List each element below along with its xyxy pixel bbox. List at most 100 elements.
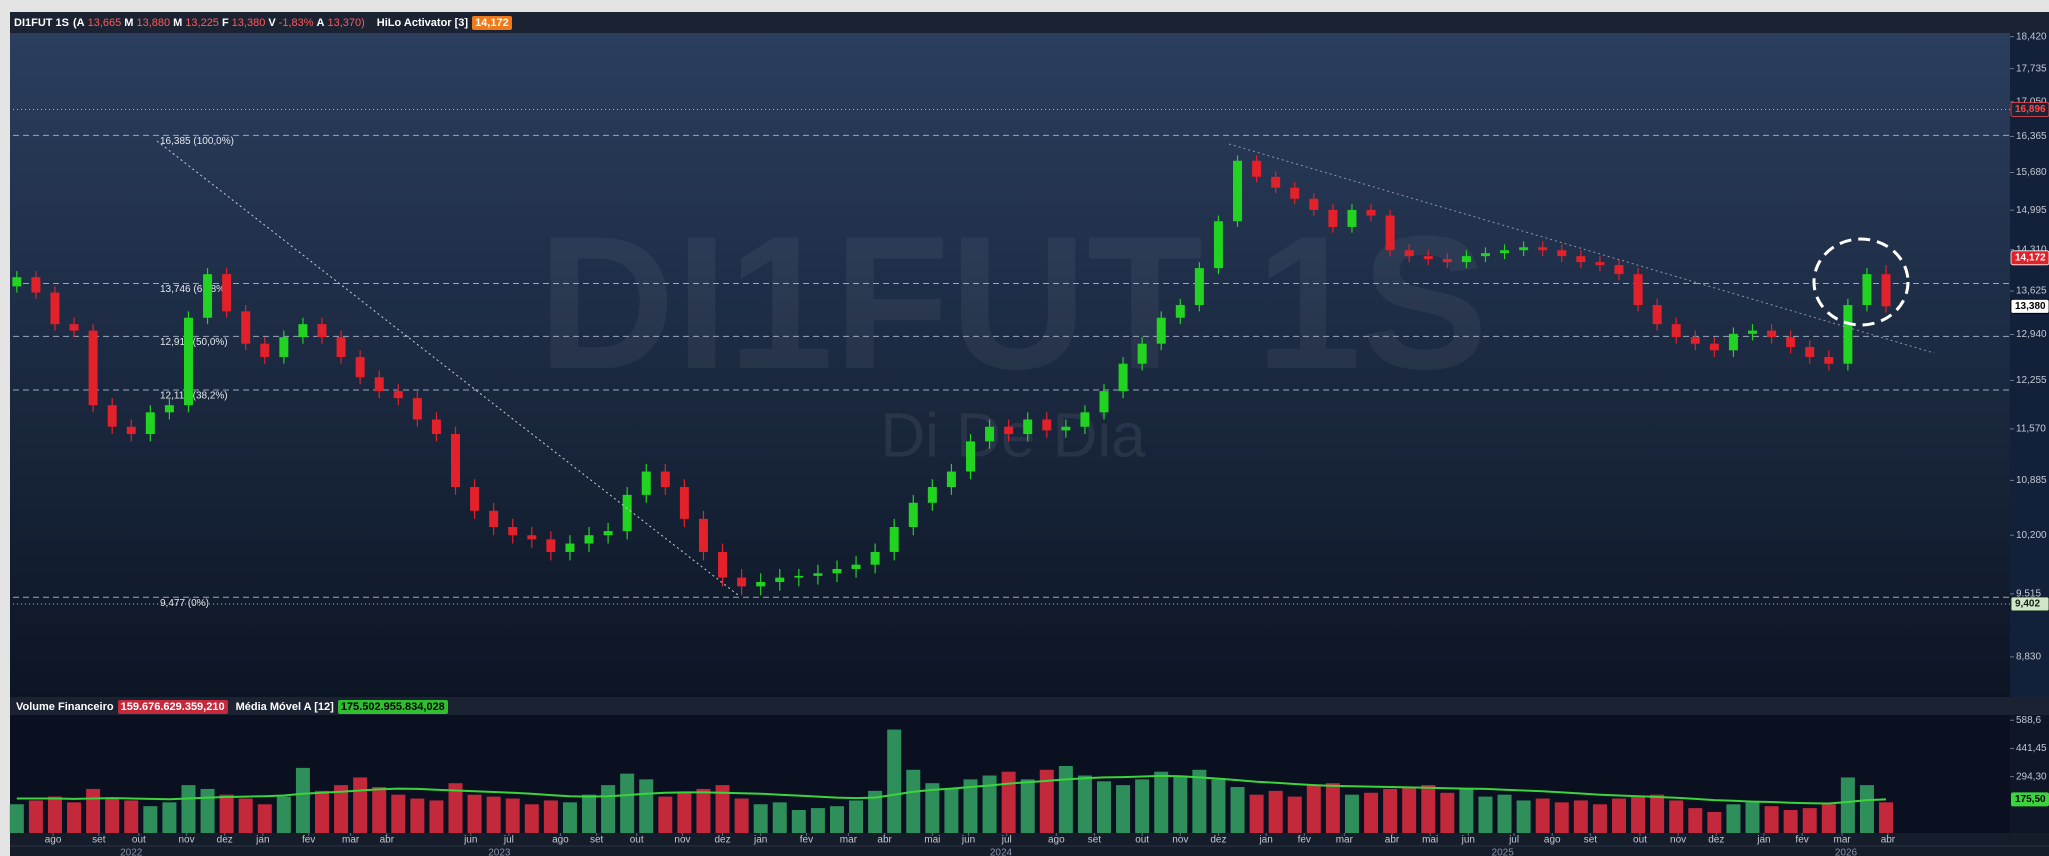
volume-bar xyxy=(1001,771,1016,833)
volume-bar xyxy=(1592,804,1607,833)
volume-bar xyxy=(105,798,120,833)
volume-bar xyxy=(9,804,24,833)
y-tick-label: 10,200 xyxy=(2016,530,2047,541)
volume-bar xyxy=(448,783,463,833)
x-tick-label: mai xyxy=(924,835,940,846)
candle-body xyxy=(183,317,193,406)
x-tick-label: mar xyxy=(342,835,360,846)
x-tick-label: nov xyxy=(1172,835,1188,846)
candle-body xyxy=(1652,305,1662,325)
x-tick-label: jan xyxy=(1258,835,1272,846)
quote-letter: M xyxy=(124,16,134,29)
highlight-circle xyxy=(1812,237,1910,327)
volume-title: Volume Financeiro xyxy=(16,700,114,713)
quote: (A 13,665 M 13,880 M 13,225 F 13,380 V -1,83% A 13,… xyxy=(73,17,365,29)
candle-body xyxy=(107,405,117,427)
price-axis-panel xyxy=(2010,33,2049,697)
x-tick-label: jul xyxy=(1508,835,1519,846)
candle-body xyxy=(470,487,480,511)
volume-bar xyxy=(238,798,253,833)
volume-bar xyxy=(1135,779,1150,833)
y-tick-label: 18,420 xyxy=(2016,31,2047,42)
x-tick-label: abr xyxy=(1385,835,1400,846)
candle-body xyxy=(203,274,213,318)
volume-bar xyxy=(887,729,902,833)
candle-body xyxy=(1309,198,1319,210)
x-tick-label: fev xyxy=(302,835,315,846)
volume-bar xyxy=(829,806,844,833)
volume-bar xyxy=(562,802,577,833)
price-tag-label: 9,402 xyxy=(2015,599,2040,610)
candle-body xyxy=(1728,333,1738,351)
candle-body xyxy=(1748,330,1758,334)
volume-bar xyxy=(486,796,501,833)
volume-bar xyxy=(181,785,196,833)
x-tick-label: dez xyxy=(217,835,233,846)
volume-bar xyxy=(314,790,329,833)
volume-bar xyxy=(1745,802,1760,833)
fib-label: 13,746 (61,8%) xyxy=(160,284,228,295)
volume-axis-panel xyxy=(2010,715,2049,833)
volume-bar xyxy=(1116,785,1131,833)
volume-bar xyxy=(429,800,444,833)
x-tick-label: abr xyxy=(380,835,395,846)
volume-bar xyxy=(1764,806,1779,833)
candle-body xyxy=(1156,317,1166,344)
volume-bar xyxy=(677,792,692,833)
candle-body xyxy=(1118,363,1128,392)
ma-value: 175.502.955.834,028 xyxy=(337,699,448,714)
y-tick-label: 11,570 xyxy=(2016,424,2046,435)
volume-bar xyxy=(1840,777,1855,833)
volume-bar xyxy=(963,779,978,833)
x-tick-label: mar xyxy=(1834,835,1852,846)
x-tick-label: mar xyxy=(1336,835,1354,846)
volume-bar xyxy=(219,794,234,833)
candle-body xyxy=(889,526,899,552)
year-label: 2025 xyxy=(1492,848,1515,856)
x-tick-label: dez xyxy=(1708,835,1724,846)
volume-bar xyxy=(849,800,864,833)
volume-bar xyxy=(124,800,139,833)
volume-bar xyxy=(1306,785,1321,833)
candle-body xyxy=(1690,337,1700,344)
candle-body xyxy=(508,526,518,536)
x-tick-label: set xyxy=(590,835,604,846)
candle-body xyxy=(1366,209,1376,216)
volume-bar xyxy=(295,767,310,833)
volume-bar xyxy=(276,796,291,833)
quote-letter: V xyxy=(268,16,276,29)
x-tick-label: ago xyxy=(1544,835,1561,846)
indicator-value: 14,172 xyxy=(472,15,512,30)
candle-body xyxy=(1385,215,1395,251)
candle-body xyxy=(1576,256,1586,263)
indicator-name: HiLo Activator [3] xyxy=(376,16,469,29)
volume-bar xyxy=(1669,800,1684,833)
volume-bar xyxy=(734,798,749,833)
volume-bar xyxy=(791,810,806,833)
candle-body xyxy=(1213,221,1223,269)
x-tick-label: jan xyxy=(255,835,269,846)
candle-body xyxy=(908,502,918,527)
ma-title: Média Móvel A [12] xyxy=(235,700,334,713)
x-tick-label: ago xyxy=(1048,835,1065,846)
price-tag-box xyxy=(2010,102,2049,117)
volume-bar xyxy=(1821,804,1836,833)
quote-value: 13,665 xyxy=(87,16,122,29)
volume-bar xyxy=(143,806,158,833)
volume-bar xyxy=(372,787,387,833)
year-label: 2023 xyxy=(488,848,511,856)
volume-bar xyxy=(1650,794,1665,833)
volume-bar xyxy=(410,798,425,833)
candle-body xyxy=(145,412,155,435)
x-tick-label: fev xyxy=(1795,835,1808,846)
volume-bar xyxy=(1154,771,1169,833)
x-tick-label: nov xyxy=(1670,835,1686,846)
price-tag-label: 16,896 xyxy=(2015,104,2046,115)
y-tick-label: 13,625 xyxy=(2016,286,2047,297)
quote-value: 13,225 xyxy=(185,16,219,29)
candle-body xyxy=(355,356,365,378)
candle-body xyxy=(1080,412,1090,427)
candle-body xyxy=(565,543,575,552)
moving-average-line xyxy=(16,774,1887,805)
x-tick-label: set xyxy=(92,835,106,846)
